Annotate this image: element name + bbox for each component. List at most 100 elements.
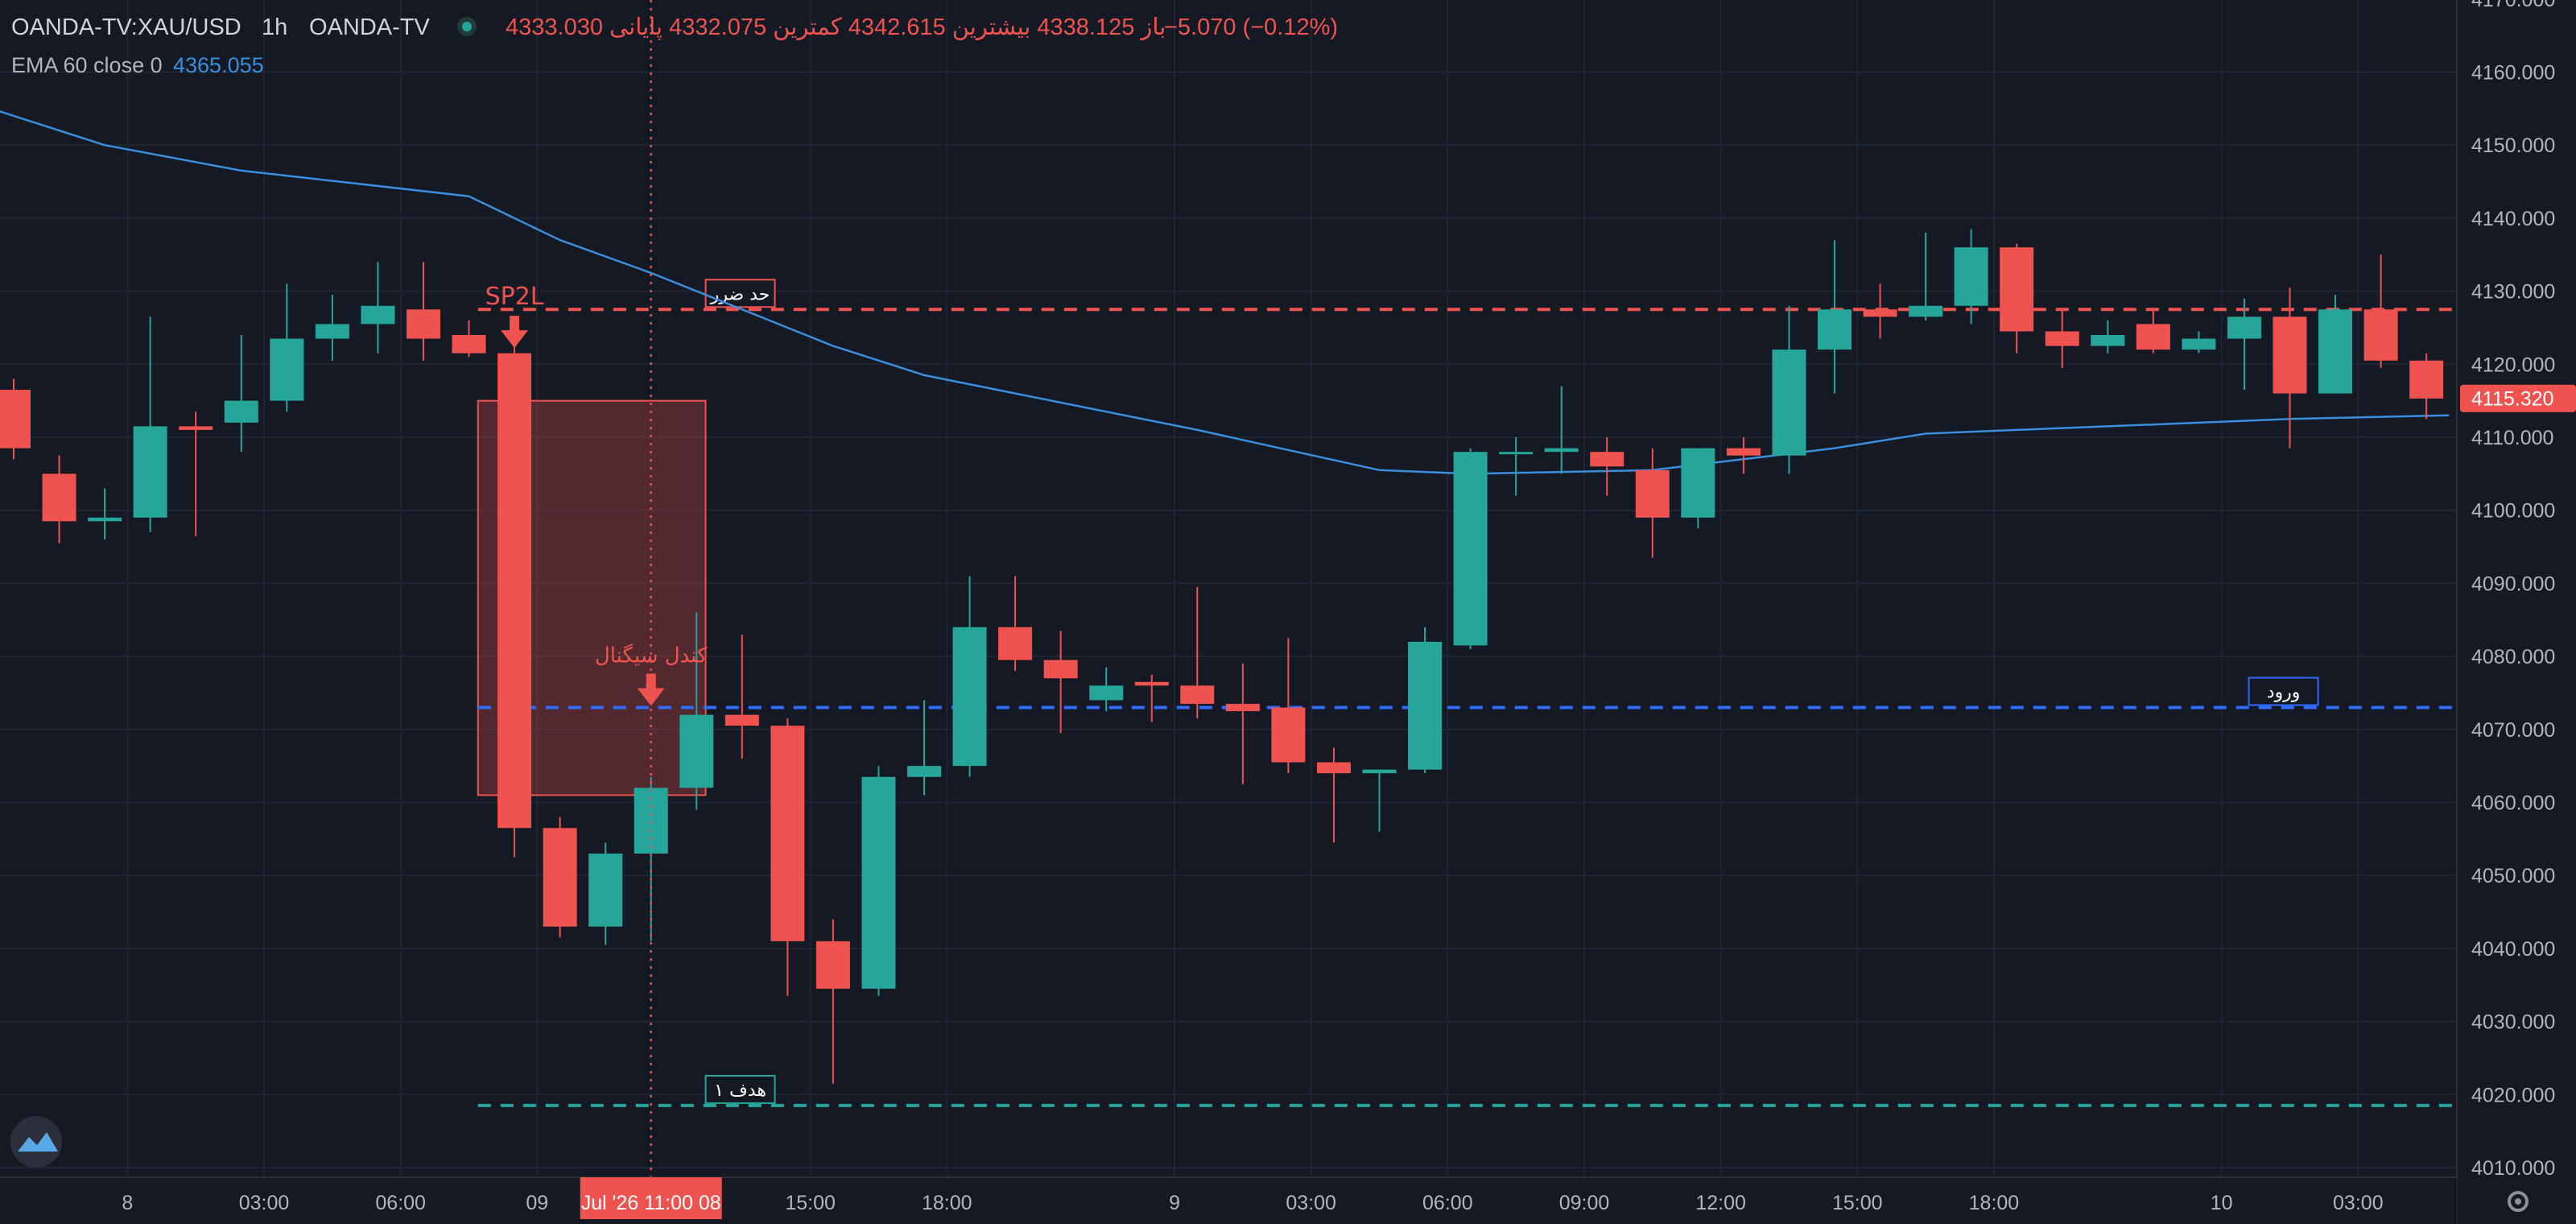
time-tick-label: 06:00 (1422, 1192, 1473, 1214)
candle[interactable] (998, 576, 1033, 672)
candle-body (497, 353, 532, 829)
candle[interactable] (179, 411, 213, 536)
price-tick-label: 4100.000 (2471, 500, 2555, 523)
candle[interactable] (2273, 287, 2307, 449)
candle[interactable] (1453, 448, 1488, 650)
candle[interactable] (2091, 320, 2125, 354)
candle[interactable] (2136, 309, 2170, 354)
marker-label: SP2L (485, 283, 544, 311)
candle[interactable] (1909, 233, 1943, 320)
candle[interactable] (1180, 586, 1215, 719)
candle[interactable] (815, 919, 850, 1084)
ema-polyline[interactable] (0, 109, 2450, 475)
candle[interactable] (1316, 747, 1351, 843)
signal-marker[interactable]: کندل سیگنال (595, 643, 708, 706)
candle[interactable] (0, 378, 31, 460)
candles (0, 229, 2444, 1084)
candle[interactable] (1954, 229, 1988, 325)
candle[interactable] (1362, 769, 1397, 832)
candle-body (679, 714, 714, 788)
candle[interactable] (1590, 437, 1624, 496)
candle[interactable] (1408, 626, 1443, 774)
interval-label[interactable]: 1h (262, 14, 287, 40)
stop-loss-label: حد ضرر (710, 284, 770, 304)
candle[interactable] (1635, 448, 1670, 558)
signal-marker[interactable]: SP2L (485, 283, 544, 349)
time-tick-label: 18:00 (1969, 1192, 2020, 1214)
candle[interactable] (270, 283, 304, 412)
candle[interactable] (2000, 243, 2034, 354)
time-tick-label: 9 (1169, 1192, 1180, 1214)
candle[interactable] (88, 488, 122, 540)
candle[interactable] (1681, 448, 1715, 529)
price-axis-bg (2457, 0, 2576, 1177)
candle[interactable] (497, 331, 532, 858)
candle-body (1362, 769, 1397, 774)
candle-body (2000, 247, 2034, 332)
candle[interactable] (1089, 667, 1124, 712)
candle[interactable] (861, 766, 896, 996)
candle[interactable] (452, 320, 486, 358)
candle[interactable] (2227, 298, 2261, 391)
candle[interactable] (2318, 295, 2353, 394)
candle[interactable] (2045, 309, 2079, 368)
target-label-box[interactable] (704, 1074, 776, 1104)
candle[interactable] (907, 700, 941, 796)
candle[interactable] (2182, 331, 2216, 354)
crosshair-time-badge (580, 1177, 722, 1219)
entry-label-box[interactable] (2248, 676, 2319, 706)
candle-body (1499, 452, 1534, 455)
candle[interactable] (315, 295, 349, 361)
price-tick-label: 4160.000 (2471, 62, 2555, 85)
symbol-label[interactable]: OANDA-TV:XAU/USD (11, 14, 242, 40)
logo-icon[interactable] (10, 1116, 62, 1168)
candle-body (1954, 247, 1988, 306)
candle[interactable] (2363, 254, 2398, 368)
candle[interactable] (770, 718, 805, 996)
indicator-name[interactable]: EMA 60 close 0 (11, 53, 163, 77)
candle-body (543, 828, 577, 927)
settings-gear-icon[interactable] (2508, 1191, 2529, 1212)
candle[interactable] (1863, 283, 1897, 339)
candle[interactable] (406, 262, 440, 361)
candle[interactable] (952, 576, 987, 777)
candle[interactable] (543, 817, 577, 938)
candle[interactable] (1225, 664, 1260, 784)
candle-body (1089, 685, 1124, 701)
candle-body (2318, 309, 2353, 394)
candle-body (1316, 762, 1351, 774)
candle-body (770, 726, 805, 941)
candle-body (361, 305, 395, 325)
candle[interactable] (588, 842, 623, 945)
price-axis[interactable]: 4010.000 4020.000 4030.000 4040.000 4050.000… (2456, 0, 2576, 1224)
price-tick-label: 4110.000 (2471, 427, 2553, 449)
candle[interactable] (133, 316, 167, 532)
candle[interactable] (42, 455, 76, 544)
candle[interactable] (1271, 638, 1306, 774)
candle-body (1134, 681, 1169, 686)
candle[interactable] (1726, 437, 1761, 474)
candle[interactable] (1544, 386, 1579, 474)
candle-body (133, 426, 167, 518)
candle[interactable] (1499, 437, 1534, 496)
candle[interactable] (724, 634, 759, 759)
candle[interactable] (1043, 631, 1078, 734)
time-tick-label: 03:00 (2333, 1192, 2384, 1214)
time-axis[interactable]: 8 03:00 06:00 09 15:00 18:00 9 03:00 06:00 09:00 1… (0, 1176, 2457, 1224)
candle[interactable] (1818, 240, 1852, 394)
candle-body (1590, 452, 1624, 467)
candle[interactable] (224, 335, 258, 453)
candle[interactable] (679, 612, 714, 810)
candle[interactable] (1134, 674, 1169, 722)
candle-body (224, 400, 258, 423)
stop-loss-label-box[interactable] (704, 279, 776, 308)
candle[interactable] (361, 262, 395, 354)
ohlc-values: باز 4338.125 بیشترین 4342.615 کمترین 433… (506, 14, 1166, 41)
change-value: −5.070 (−0.12%) (1164, 14, 1338, 40)
candle[interactable] (1772, 305, 1806, 474)
time-tick-label: 8 (122, 1192, 133, 1214)
candle-body (1544, 448, 1579, 453)
candle[interactable] (2409, 353, 2444, 420)
target-label: هدف ۱ (714, 1081, 766, 1101)
